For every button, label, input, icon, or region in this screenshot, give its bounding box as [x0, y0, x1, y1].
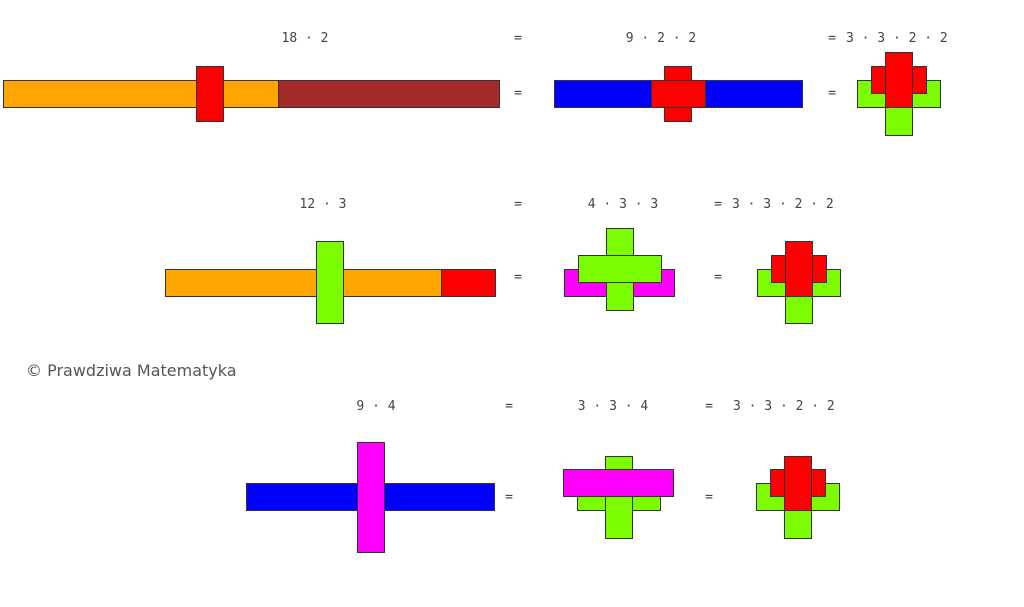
row2-expression-2: 4 · 3 · 3: [587, 197, 659, 212]
row1-expression-2: 9 · 2 · 2: [625, 31, 697, 46]
row3-expression-2: 3 · 3 · 4: [577, 399, 649, 414]
green-vertical-bar: [316, 241, 344, 324]
row2-expression-1: 12 · 3: [299, 197, 347, 212]
red-horizontal-bar: [651, 80, 706, 108]
orange-bar: [165, 269, 442, 297]
orange-bar: [3, 80, 279, 108]
brown-bar: [278, 80, 500, 108]
row3-equals-label-2: =: [705, 399, 713, 414]
copyright-label: © Prawdziwa Matematyka: [26, 361, 237, 380]
row2-figure-equals-2: =: [714, 270, 722, 285]
row1-equals-label: =: [514, 31, 522, 46]
row3-expression-3: 3 · 3 · 2 · 2: [733, 399, 835, 414]
row2-equals-label-2: =: [714, 197, 722, 212]
green-horizontal-bar: [578, 255, 662, 283]
row1-expression-3: 3 · 3 · 2 · 2: [846, 31, 948, 46]
row3-expression-1: 9 · 4: [356, 399, 396, 414]
row3-equals-label: =: [505, 399, 513, 414]
row2-expression-3: 3 · 3 · 2 · 2: [732, 197, 834, 212]
row3-figure-equals-1: =: [505, 490, 513, 505]
red-vertical-bar: [785, 241, 813, 297]
row1-equals-label-2: =: [828, 31, 836, 46]
row2-equals-label: =: [514, 197, 522, 212]
row1-figure-equals-1: =: [514, 86, 522, 101]
red-vertical-bar: [196, 66, 224, 122]
row1-expression-1: 18 · 2: [281, 31, 329, 46]
red-bar: [441, 269, 496, 297]
magenta-horizontal-bar: [563, 469, 674, 497]
row2-figure-equals-1: =: [514, 270, 522, 285]
red-vertical-bar: [885, 52, 913, 108]
row3-figure-equals-2: =: [705, 490, 713, 505]
red-vertical-bar: [784, 456, 812, 511]
row1-figure-equals-2: =: [828, 86, 836, 101]
magenta-vertical-bar: [357, 442, 385, 553]
